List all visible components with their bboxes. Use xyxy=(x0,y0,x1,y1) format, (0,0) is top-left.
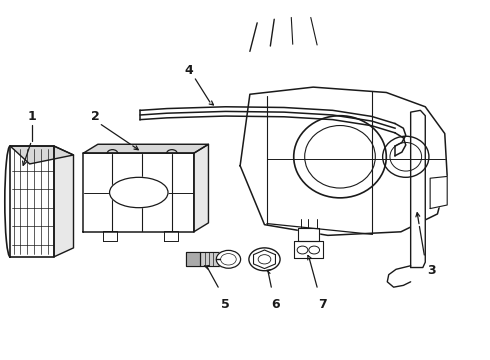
Polygon shape xyxy=(430,176,447,208)
Polygon shape xyxy=(164,231,178,241)
Circle shape xyxy=(216,250,241,268)
Circle shape xyxy=(258,255,271,264)
Polygon shape xyxy=(103,231,117,241)
Text: 6: 6 xyxy=(271,298,279,311)
Polygon shape xyxy=(10,146,54,257)
Polygon shape xyxy=(194,144,208,232)
Text: 3: 3 xyxy=(427,264,436,277)
Polygon shape xyxy=(54,146,74,257)
Polygon shape xyxy=(297,228,319,241)
Text: 4: 4 xyxy=(185,64,194,77)
Polygon shape xyxy=(10,146,74,164)
Polygon shape xyxy=(294,241,323,258)
Polygon shape xyxy=(200,252,220,266)
Polygon shape xyxy=(186,252,200,266)
Text: 5: 5 xyxy=(221,298,230,311)
Text: 7: 7 xyxy=(318,298,327,311)
Text: 1: 1 xyxy=(27,110,36,123)
Polygon shape xyxy=(253,250,275,269)
Polygon shape xyxy=(83,144,208,153)
Circle shape xyxy=(249,248,280,271)
Polygon shape xyxy=(411,111,425,267)
Text: 2: 2 xyxy=(91,110,99,123)
Polygon shape xyxy=(83,153,194,232)
Ellipse shape xyxy=(110,177,168,208)
